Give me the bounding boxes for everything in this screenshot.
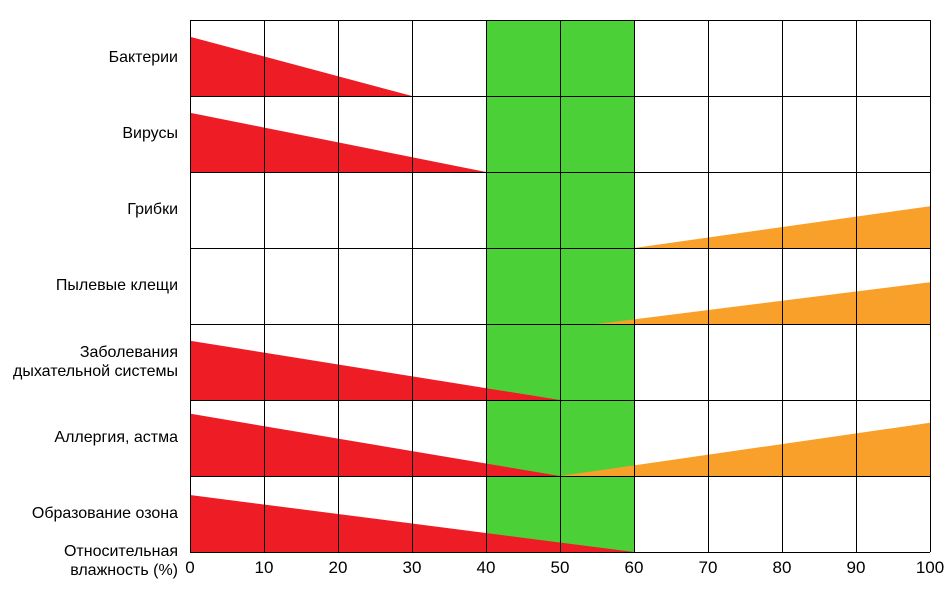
grid-v-90 — [856, 20, 857, 552]
tick-label-70: 70 — [688, 558, 728, 578]
grid-h-7 — [190, 552, 930, 553]
tick-label-50: 50 — [540, 558, 580, 578]
grid-v-40 — [486, 20, 487, 552]
grid-h-4 — [190, 324, 930, 325]
row-label-1: Вирусы — [0, 124, 178, 143]
tick-label-40: 40 — [466, 558, 506, 578]
grid-v-50 — [560, 20, 561, 552]
grid-v-0 — [190, 20, 191, 552]
tick-label-90: 90 — [836, 558, 876, 578]
wedge-4-0 — [190, 341, 560, 400]
tick-label-30: 30 — [392, 558, 432, 578]
grid-v-70 — [708, 20, 709, 552]
humidity-effects-chart: Бактерии Вирусы Грибки Пылевые клещи Заболев… — [0, 0, 950, 602]
wedge-5-1 — [560, 423, 930, 476]
grid-v-80 — [782, 20, 783, 552]
tick-label-100: 100 — [910, 558, 950, 578]
tick-label-20: 20 — [318, 558, 358, 578]
row-label-5: Аллергия, астма — [0, 428, 178, 447]
grid-v-30 — [412, 20, 413, 552]
plot-area — [190, 20, 930, 552]
row-label-4: Заболевания дыхательной системы — [0, 343, 178, 381]
grid-v-20 — [338, 20, 339, 552]
tick-label-60: 60 — [614, 558, 654, 578]
row-label-2: Грибки — [0, 200, 178, 219]
wedge-5-0 — [190, 414, 560, 476]
grid-v-60 — [634, 20, 635, 552]
grid-h-5 — [190, 400, 930, 401]
wedge-3-0 — [597, 282, 930, 324]
grid-h-1 — [190, 96, 930, 97]
tick-label-10: 10 — [244, 558, 284, 578]
row-label-6: Образование озона — [0, 504, 178, 523]
tick-label-80: 80 — [762, 558, 802, 578]
row-label-3: Пылевые клещи — [0, 276, 178, 295]
grid-v-10 — [264, 20, 265, 552]
grid-h-0 — [190, 20, 930, 21]
grid-h-2 — [190, 172, 930, 173]
grid-h-6 — [190, 476, 930, 477]
row-label-0: Бактерии — [0, 48, 178, 67]
wedge-0-0 — [190, 37, 412, 96]
grid-v-100 — [930, 20, 931, 552]
x-axis-title: Относительная влажность (%) — [0, 542, 178, 580]
grid-h-3 — [190, 248, 930, 249]
